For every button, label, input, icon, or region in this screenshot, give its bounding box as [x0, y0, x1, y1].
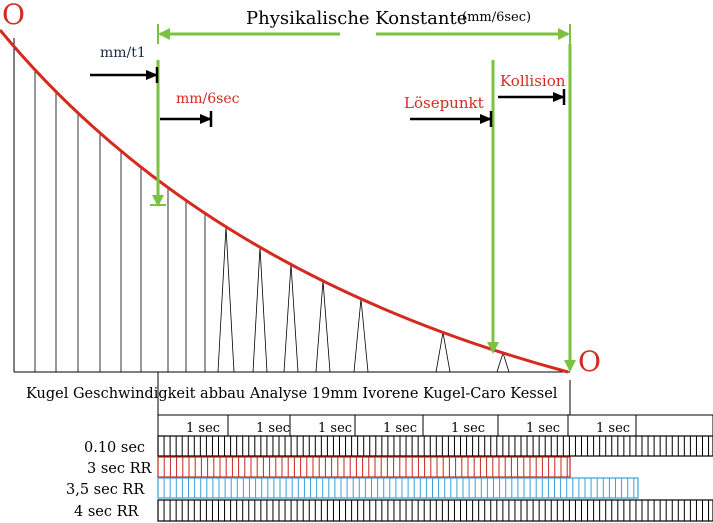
interval-label: 1 sec: [256, 421, 290, 436]
interval-label: 1 sec: [526, 421, 560, 436]
header-title: Physikalische Konstante: [246, 8, 467, 29]
caption: Kugel Geschwindigkeit abbau Analyse 19mm…: [26, 386, 558, 402]
spike-marker: [252, 247, 268, 373]
velocity-diagram: O O Physikalische Konstante (mm/6sec) mm…: [0, 0, 601, 402]
spike-marker: [315, 280, 331, 373]
curve-end-marker: O: [578, 345, 601, 378]
spike-marker: [217, 226, 235, 373]
row-bar: [157, 477, 639, 499]
row-labels: 0.10 sec 3 sec RR 3,5 sec RR 4 sec RR: [66, 440, 153, 520]
spike-marker: [353, 298, 369, 373]
row-label: 4 sec RR: [74, 504, 140, 520]
row-label: 3,5 sec RR: [66, 482, 145, 498]
interval-label: 1 sec: [318, 421, 352, 436]
row-bar: [157, 435, 713, 457]
interval-label: 1 sec: [596, 421, 630, 436]
second-intervals: 1 sec 1 sec 1 sec 1 sec 1 sec 1 sec 1 sec: [186, 415, 637, 436]
label-loesepunkt: Lösepunkt: [404, 94, 484, 112]
row-bar: [157, 499, 713, 522]
row-bar: [157, 456, 571, 478]
velocity-decay-curve: [0, 29, 569, 374]
row-label: 0.10 sec: [84, 440, 145, 456]
label-mm-6sec: mm/6sec: [176, 91, 240, 107]
spike-marker: [283, 264, 299, 373]
interval-label: 1 sec: [383, 421, 417, 436]
hatch-lines: [34, 69, 206, 372]
label-mm-t1: mm/t1: [100, 45, 146, 61]
timing-table: 1 sec 1 sec 1 sec 1 sec 1 sec 1 sec 1 sec 0.10…: [66, 372, 713, 522]
interval-label: 1 sec: [451, 421, 485, 436]
label-kollision: Kollision: [500, 72, 566, 90]
row-label: 3 sec RR: [87, 461, 153, 477]
spike-marker: [435, 332, 451, 373]
curve-start-marker: O: [2, 0, 25, 31]
interval-label: 1 sec: [186, 421, 220, 436]
header-unit: (mm/6sec): [462, 10, 531, 25]
row-bars: [157, 435, 713, 522]
